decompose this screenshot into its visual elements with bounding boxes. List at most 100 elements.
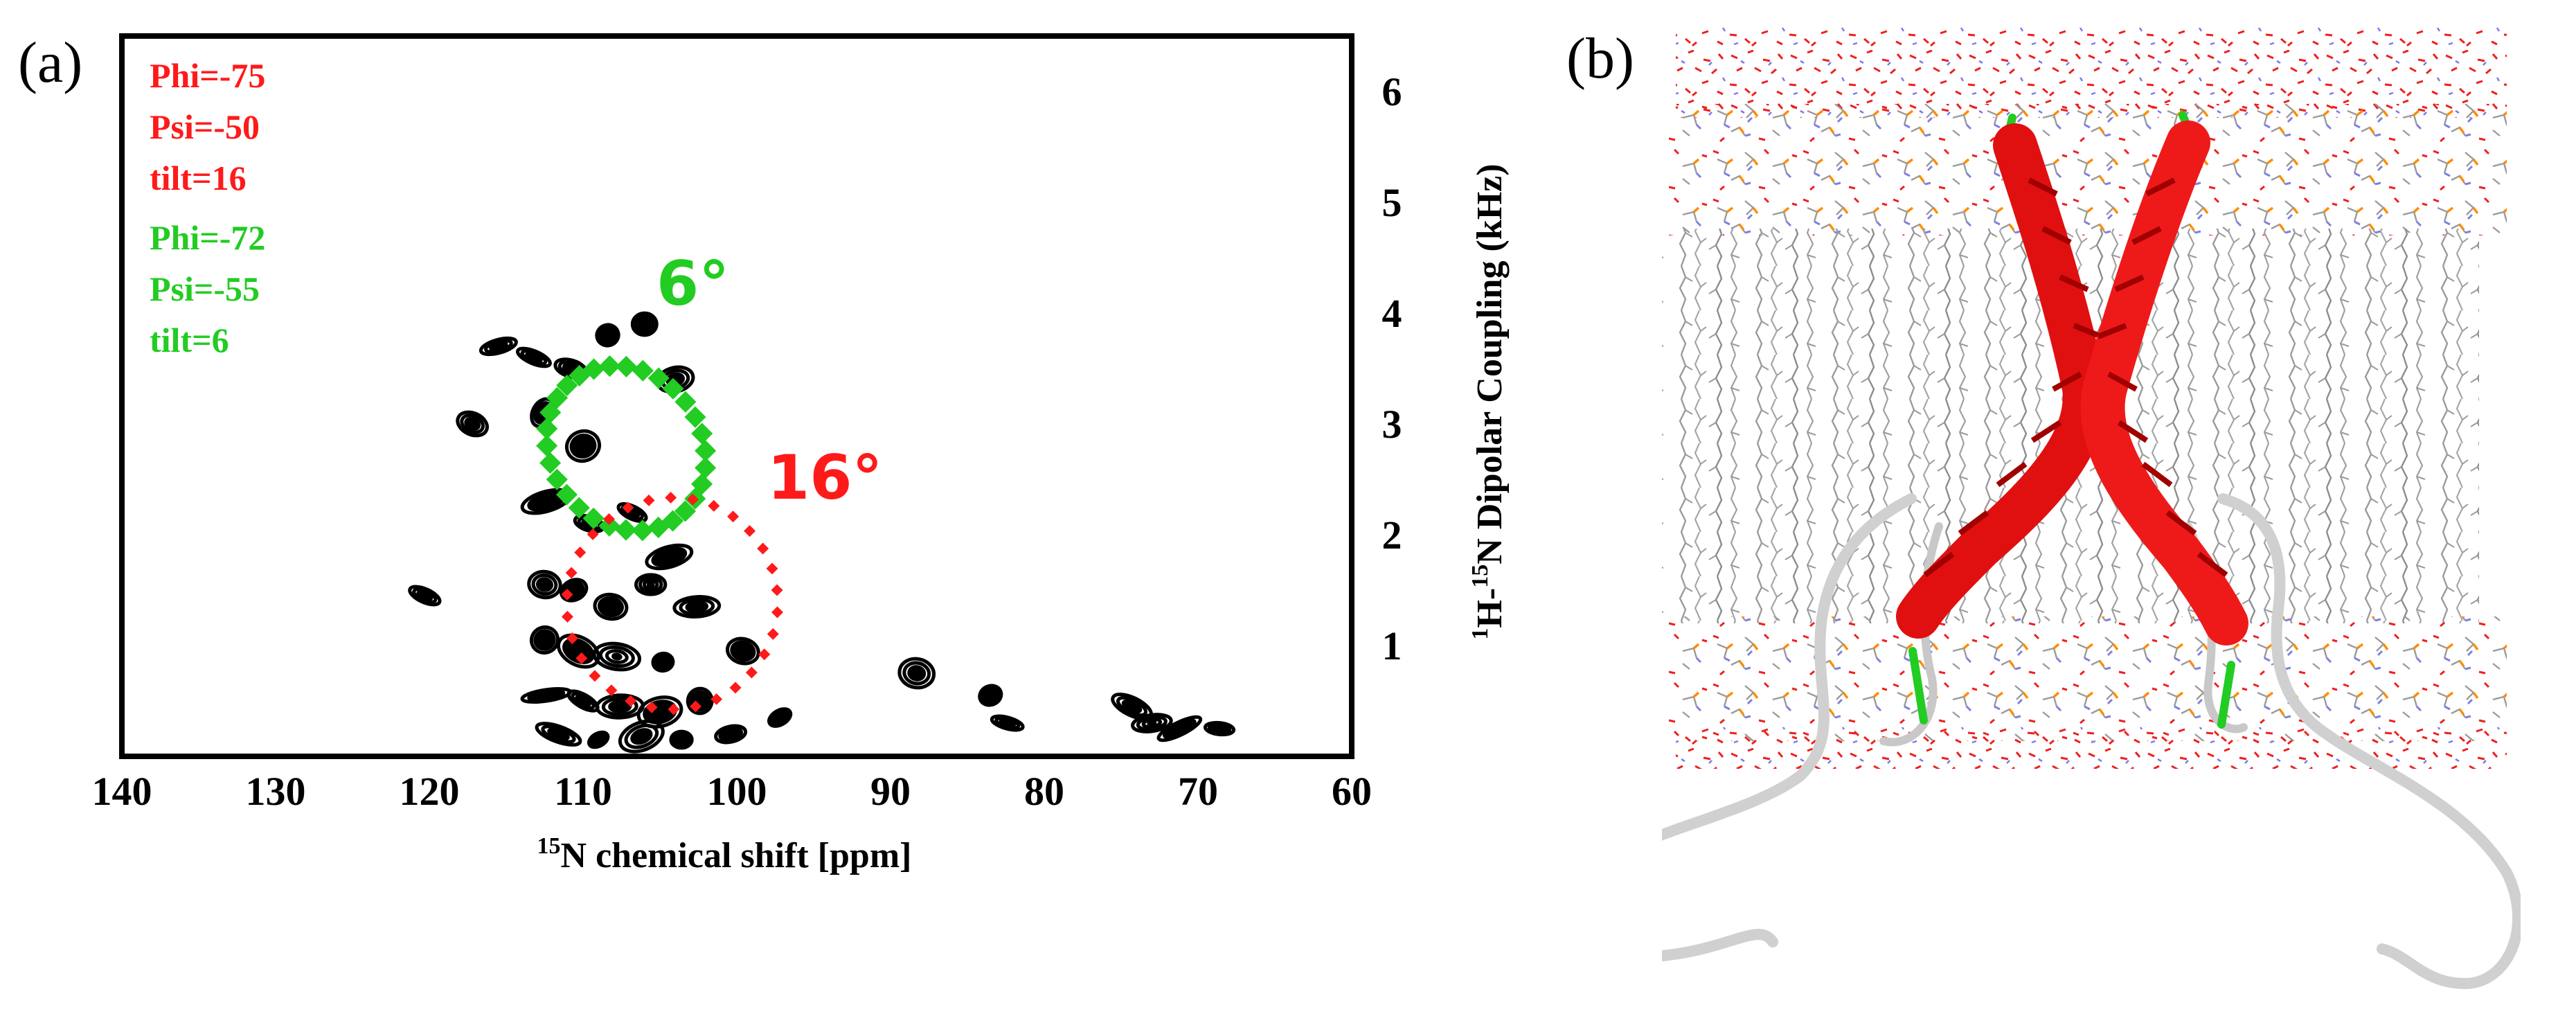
- y-tick-label: 4: [1382, 291, 1402, 336]
- x-tick-label: 90: [870, 769, 911, 814]
- contour-ring: [520, 349, 548, 366]
- contour-ring: [718, 726, 744, 742]
- contour-ring: [999, 718, 1017, 728]
- y-tick-label: 5: [1382, 180, 1402, 225]
- contour-ring: [527, 688, 566, 702]
- contour-ring: [630, 311, 659, 337]
- contour-ring: [531, 573, 558, 596]
- contour-ring: [525, 351, 543, 364]
- pisema-spectrum-plot: 140 130 120 110 100 90 80 70 60 1 2 3 4 5 6: [92, 33, 1402, 814]
- contour-ring: [651, 651, 675, 673]
- contour-ring: [516, 346, 552, 368]
- contour-peak: [408, 585, 442, 607]
- contour-ring: [611, 652, 623, 661]
- contour-ring: [569, 433, 597, 459]
- helix-left: [1896, 123, 2107, 639]
- ellipse-point: [561, 588, 573, 601]
- contour-ring: [725, 637, 760, 666]
- contour-peak: [725, 637, 760, 666]
- ellipse-point: [587, 528, 599, 540]
- contour-ring: [651, 546, 688, 567]
- x-tick-label: 140: [92, 769, 152, 814]
- ellipse-point: [561, 610, 573, 623]
- y-axis-title-part2: N Dipolar Coupling (kHz): [1470, 163, 1510, 564]
- ellipse-point: [686, 493, 699, 506]
- contour-peak: [535, 722, 582, 747]
- contour-peak: [456, 410, 489, 438]
- contour-ring: [1156, 715, 1203, 742]
- ellipse-point: [766, 562, 778, 575]
- contour-ring: [593, 592, 629, 621]
- x-axis-ticks: 140 130 120 110 100 90 80 70 60: [92, 769, 1372, 814]
- contour-ring: [571, 692, 596, 710]
- contour-ring: [478, 336, 518, 357]
- contour-ring: [1141, 718, 1163, 729]
- contour-ring: [598, 326, 618, 345]
- contour-peak: [593, 592, 629, 621]
- x-tick-label: 70: [1178, 769, 1218, 814]
- contour-ring: [776, 714, 784, 721]
- x-tick-label: 130: [246, 769, 306, 814]
- legend-green-psi: Psi=-55: [150, 269, 260, 308]
- ellipse-tilt-16: [561, 491, 784, 715]
- x-axis-title-text: N chemical shift [ppm]: [561, 836, 912, 875]
- contour-peak: [478, 336, 518, 357]
- contour-ring: [1147, 720, 1157, 727]
- legend-green-phi: Phi=-72: [150, 218, 265, 257]
- contour-peak: [529, 625, 560, 655]
- contour-ring: [638, 576, 663, 594]
- ellipse-point: [668, 703, 680, 715]
- contour-ring: [641, 320, 649, 328]
- contour-ring: [637, 317, 652, 331]
- contour-peak: [714, 724, 748, 745]
- contour-ring: [656, 656, 670, 668]
- contour-ring: [624, 723, 659, 749]
- y-axis-title-sup2: 15: [1467, 564, 1493, 588]
- contour-ring: [489, 341, 508, 352]
- helix-terminus-green-bottom-right: [2217, 661, 2235, 729]
- contour-ring: [645, 543, 694, 571]
- contour-ring: [669, 729, 694, 750]
- ellipse-point: [758, 648, 771, 661]
- contour-ring: [674, 734, 688, 745]
- contour-ring: [601, 328, 614, 342]
- contour-peak: [516, 346, 552, 368]
- contour-ring: [529, 625, 560, 655]
- protein-loop-left: [1662, 493, 1917, 962]
- contour-ring: [527, 569, 562, 600]
- contour-ring: [589, 732, 607, 747]
- contour-ring: [1136, 715, 1168, 731]
- contour-ring: [535, 577, 554, 592]
- ellipse-point: [566, 632, 578, 644]
- water-layer-top: [1676, 28, 2507, 118]
- contour-ring: [981, 686, 1001, 704]
- contour-ring: [907, 665, 927, 682]
- contour-ring: [767, 707, 793, 728]
- contour-ring: [672, 731, 691, 748]
- contour-peak: [527, 569, 562, 600]
- contour-ring: [575, 695, 591, 707]
- contour-peak: [634, 573, 668, 596]
- legend-red-psi: Psi=-50: [150, 107, 260, 146]
- ellipse-point: [710, 693, 723, 705]
- contour-ring: [730, 640, 756, 662]
- ellipse-point: [625, 695, 637, 707]
- contour-peak: [651, 651, 675, 673]
- legend-red-tilt: tilt=16: [150, 159, 247, 197]
- contour-ring: [484, 339, 513, 354]
- contour-peak: [630, 311, 659, 337]
- x-tick-label: 110: [554, 769, 612, 814]
- x-axis-title: 15N chemical shift [ppm]: [537, 833, 912, 875]
- legend: Phi=-75 Psi=-50 tilt=16 Phi=-72 Psi=-55 …: [150, 56, 265, 359]
- ellipse-point: [727, 510, 740, 523]
- y-axis-ticks: 1 2 3 4 5 6: [1382, 69, 1402, 668]
- contour-ring: [714, 724, 748, 745]
- ellipse-point: [645, 701, 658, 713]
- contour-peak: [595, 693, 645, 720]
- contour-ring: [464, 417, 481, 431]
- contour-peak: [564, 429, 602, 463]
- y-tick-label: 1: [1382, 623, 1402, 668]
- protein-loop-left-lower: [1879, 522, 1943, 747]
- x-axis-title-sup: 15: [537, 833, 561, 859]
